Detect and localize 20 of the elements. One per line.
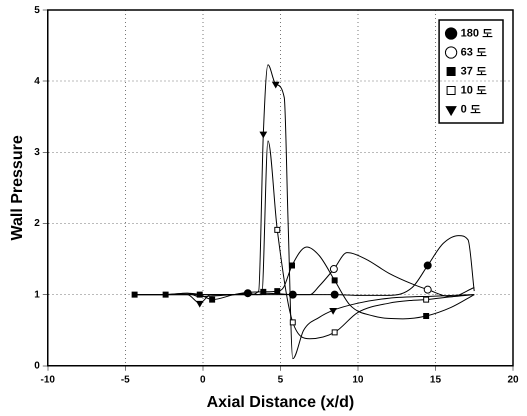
x-tick-label: 5 [278,374,284,386]
y-axis-title: Wall Pressure [9,135,26,241]
legend-label: 180 도 [460,28,494,40]
y-tick-label: 5 [34,4,40,16]
x-tick-label: 10 [352,374,364,386]
x-tick-label: 20 [507,374,519,386]
legend-label: 0 도 [460,104,481,116]
y-tick-label: 2 [34,218,40,230]
y-tick-label: 1 [34,289,40,300]
y-tick-label: 0 [34,360,40,372]
x-axis-title: Axial Distance (x/d) [206,394,354,411]
y-tick-label: 3 [34,147,40,158]
x-tick-label: 15 [430,374,442,386]
legend-label: 10 도 [460,84,487,97]
x-tick-label: 0 [200,374,206,386]
x-tick-label: -10 [40,374,56,386]
y-tick-label: 4 [34,76,40,87]
x-tick-label: -5 [120,374,130,386]
legend-label: 37 도 [460,66,487,78]
legend-label: 63 도 [460,46,487,59]
